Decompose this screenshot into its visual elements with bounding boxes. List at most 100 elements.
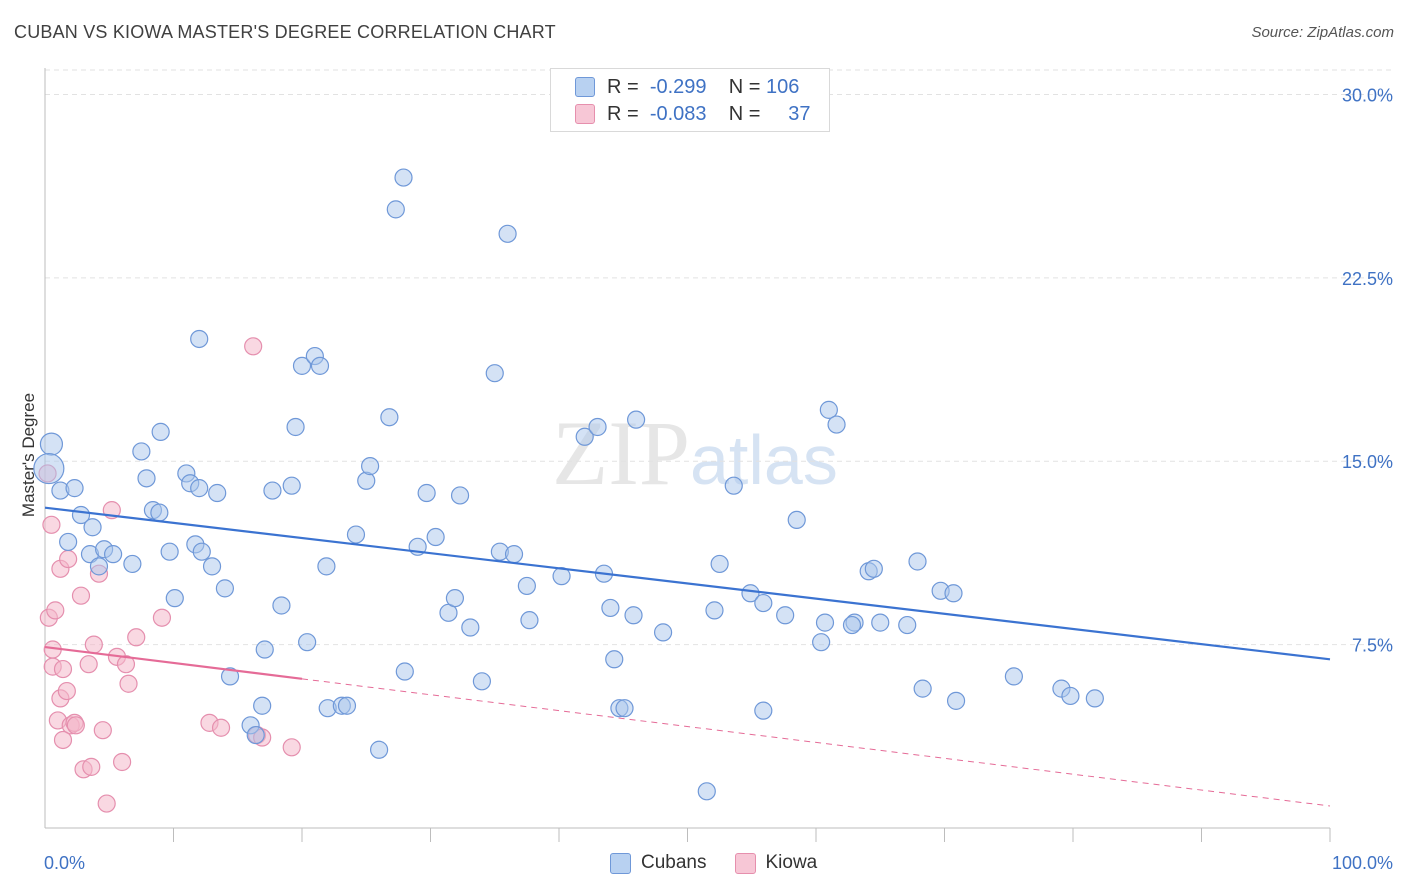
source-label: Source: ZipAtlas.com [1251,24,1394,41]
cubans-point [361,457,380,476]
legend-row-kiowa: R = -0.083 N = 37 [575,102,811,126]
watermark: ZIPatlas [552,400,838,506]
cubans-point [864,559,883,578]
stats-legend: R = -0.299 N = 106 R = -0.083 N = 37 [550,68,830,132]
cubans-point [215,579,234,598]
cubans-point [787,510,806,530]
kiowa-point [59,549,78,569]
cubans-point [710,554,729,574]
cubans-point [370,740,389,759]
cubans-point [380,408,399,427]
kiowa-point [152,608,172,627]
kiowa-r-value: -0.083 [649,102,707,125]
cubans-point [1061,686,1080,706]
kiowa-legend-swatch [734,852,756,874]
cubans-point [450,486,470,505]
cubans-point [282,476,301,495]
cubans-point [59,532,78,552]
cubans-point [346,525,366,544]
cubans-point [89,557,109,576]
cubans-point [624,606,643,625]
kiowa-point [42,515,61,534]
cubans-point [190,479,209,498]
x-tick-label-0: 0.0% [44,853,85,873]
cubans-n-label: N = [728,75,761,98]
cubans-point [705,601,724,620]
cubans-point [33,452,65,485]
cubans-point [202,557,222,576]
cubans-point [946,691,966,710]
cubans-point [776,606,795,625]
cubans-trendline [44,506,1331,661]
kiowa-point [53,730,73,750]
kiowa-point [116,655,136,674]
series-legend: Cubans Kiowa [610,852,845,874]
cubans-point [386,200,405,219]
cubans-point [39,432,64,456]
cubans-point [842,615,862,635]
cubans-legend-label: Cubans [641,852,707,873]
cubans-point [137,469,156,488]
cubans-point [151,422,170,441]
cubans-point [208,483,227,503]
kiowa-point [97,794,116,813]
kiowa-swatch [575,104,595,124]
kiowa-n-label: N = [728,102,761,125]
kiowa-n-value: 37 [788,102,811,125]
watermark-zip: ZIP [552,402,690,504]
cubans-point [812,633,831,652]
cubans-point [395,662,414,681]
cubans-point [819,400,838,419]
cubans-point [520,611,539,630]
y-tick-label-1: 15.0% [1342,452,1393,472]
cubans-point [246,725,265,745]
kiowa-point [244,337,263,356]
cubans-n-value: 106 [766,75,800,98]
cubans-point [944,584,963,603]
cubans-point [615,699,634,718]
cubans-point [417,483,436,503]
cubans-point [445,589,465,608]
cubans-point [310,356,330,375]
cubans-point [1085,689,1104,708]
cubans-point [255,640,274,659]
cubans-point [871,613,890,632]
kiowa-point [211,718,231,737]
kiowa-point [119,674,138,693]
cubans-point [724,476,743,495]
kiowa-point [84,635,103,654]
cubans-point [1004,667,1023,686]
cubans-point [754,701,773,720]
kiowa-point [82,757,101,776]
cubans-point [741,584,760,603]
cubans-point [626,410,646,429]
watermark-atlas: atlas [690,421,838,499]
cubans-point [292,356,312,375]
kiowa-point [53,659,73,679]
cubans-point [160,542,179,561]
cubans-point [827,415,846,434]
cubans-point [461,618,480,637]
cubans-point [913,679,932,698]
cubans-r-label: R = [607,75,639,98]
legend-row-cubans: R = -0.299 N = 106 [575,75,799,99]
cubans-point [605,650,624,669]
cubans-point [588,417,607,437]
kiowa-point [127,628,146,647]
cubans-point [504,545,524,564]
cubans-point [575,427,594,446]
cubans-point [165,589,184,608]
cubans-point [272,596,291,615]
cubans-point [83,518,102,537]
y-tick-label-3: 30.0% [1342,85,1393,105]
cubans-point [286,417,305,437]
cubans-point [123,554,142,574]
cubans-point [220,667,240,686]
cubans-point [485,364,504,383]
kiowa-point [282,738,301,757]
cubans-swatch [575,77,595,97]
kiowa-point [71,586,91,605]
y-tick-label-2: 22.5% [1342,269,1393,289]
kiowa-point [46,601,65,620]
